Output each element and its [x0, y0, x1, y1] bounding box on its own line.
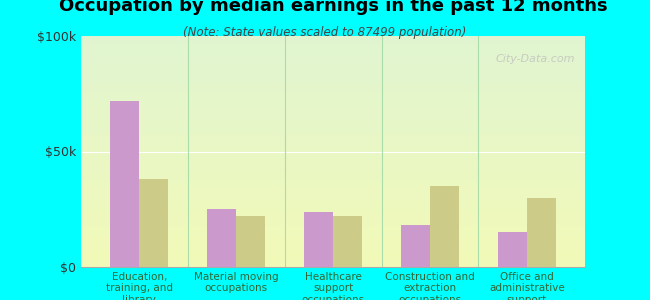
Title: Occupation by median earnings in the past 12 months: Occupation by median earnings in the pas…	[58, 0, 608, 15]
Text: (Note: State values scaled to 87499 population): (Note: State values scaled to 87499 popu…	[183, 26, 467, 39]
Bar	[430, 186, 459, 267]
Bar	[333, 216, 362, 267]
Bar	[498, 232, 527, 267]
Bar	[111, 101, 139, 267]
Text: City-Data.com: City-Data.com	[495, 55, 575, 64]
Bar	[236, 216, 265, 267]
Bar	[207, 209, 236, 267]
Bar	[527, 198, 556, 267]
Bar	[401, 225, 430, 267]
Bar	[304, 212, 333, 267]
Bar	[139, 179, 168, 267]
